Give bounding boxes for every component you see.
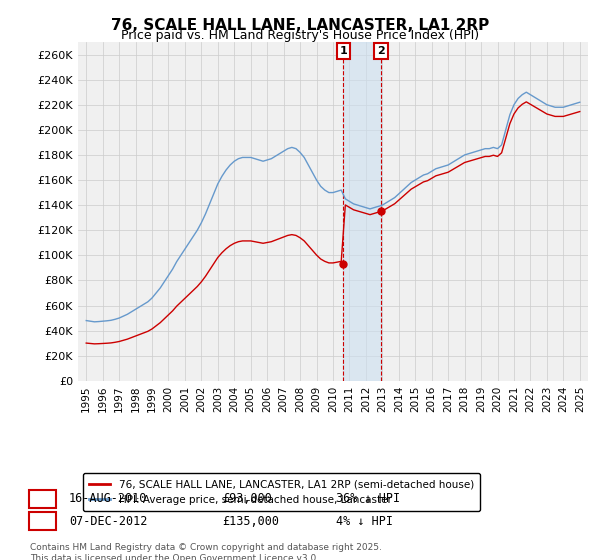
- Text: £93,000: £93,000: [222, 492, 272, 506]
- Text: £135,000: £135,000: [222, 515, 279, 528]
- Text: 36% ↓ HPI: 36% ↓ HPI: [336, 492, 400, 506]
- Text: Price paid vs. HM Land Registry's House Price Index (HPI): Price paid vs. HM Land Registry's House …: [121, 29, 479, 42]
- FancyBboxPatch shape: [29, 490, 56, 508]
- Text: 1: 1: [38, 492, 47, 506]
- Text: Contains HM Land Registry data © Crown copyright and database right 2025.
This d: Contains HM Land Registry data © Crown c…: [30, 543, 382, 560]
- Text: 16-AUG-2010: 16-AUG-2010: [69, 492, 148, 506]
- Text: 2: 2: [377, 46, 385, 56]
- Text: 2: 2: [38, 515, 47, 528]
- Text: 1: 1: [340, 46, 347, 56]
- Legend: 76, SCALE HALL LANE, LANCASTER, LA1 2RP (semi-detached house), HPI: Average pric: 76, SCALE HALL LANE, LANCASTER, LA1 2RP …: [83, 473, 480, 511]
- Bar: [343, 42, 381, 381]
- FancyBboxPatch shape: [29, 512, 56, 530]
- Text: 4% ↓ HPI: 4% ↓ HPI: [336, 515, 393, 528]
- Text: 07-DEC-2012: 07-DEC-2012: [69, 515, 148, 528]
- Text: 76, SCALE HALL LANE, LANCASTER, LA1 2RP: 76, SCALE HALL LANE, LANCASTER, LA1 2RP: [111, 18, 489, 33]
